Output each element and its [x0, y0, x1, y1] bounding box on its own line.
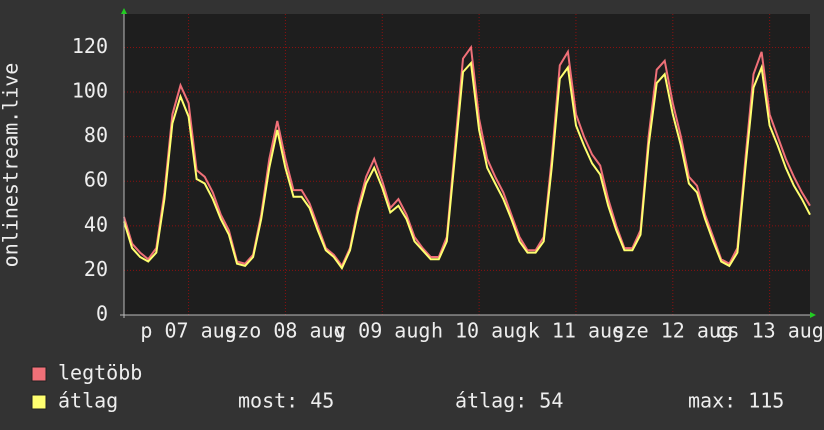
y-tick-label: 20 — [84, 257, 108, 281]
lines — [123, 44, 811, 271]
legend-label: átlag — [58, 389, 118, 413]
legend-stat: max: 115 — [688, 389, 784, 413]
y-axis-label: onlinestream.live — [0, 63, 23, 268]
y-tick-label: 60 — [84, 168, 108, 192]
x-tick-label: szo 08 aug — [225, 319, 345, 343]
x-tick-label: sze 12 aug — [613, 319, 733, 343]
legend-swatch — [31, 366, 47, 382]
x-tick-label: p 07 aug — [140, 319, 236, 343]
y-tick-label: 40 — [84, 212, 108, 236]
legend: legtöbb átlag most: 45 átlag: 54 max: 115 — [31, 361, 784, 413]
x-tick-label: cs 13 aug — [715, 319, 823, 343]
y-tick-label: 80 — [84, 123, 108, 147]
x-arrow — [810, 312, 816, 318]
y-tick-label: 100 — [72, 79, 108, 103]
legend-stat: most: 45 — [238, 389, 334, 413]
y-arrow — [121, 8, 127, 14]
plot-area — [124, 14, 810, 315]
legend-swatch — [31, 394, 47, 410]
x-tick-label: v 09 aug — [334, 319, 430, 343]
series-line — [123, 60, 811, 271]
x-tick-label: k 11 aug — [528, 319, 624, 343]
y-tick-label: 120 — [72, 34, 108, 58]
x-tick-label: h 10 aug — [431, 319, 527, 343]
legend-stat: átlag: 54 — [455, 389, 563, 413]
legend-label: legtöbb — [58, 361, 142, 385]
y-tick-label: 0 — [96, 302, 108, 326]
series-line — [123, 44, 811, 268]
